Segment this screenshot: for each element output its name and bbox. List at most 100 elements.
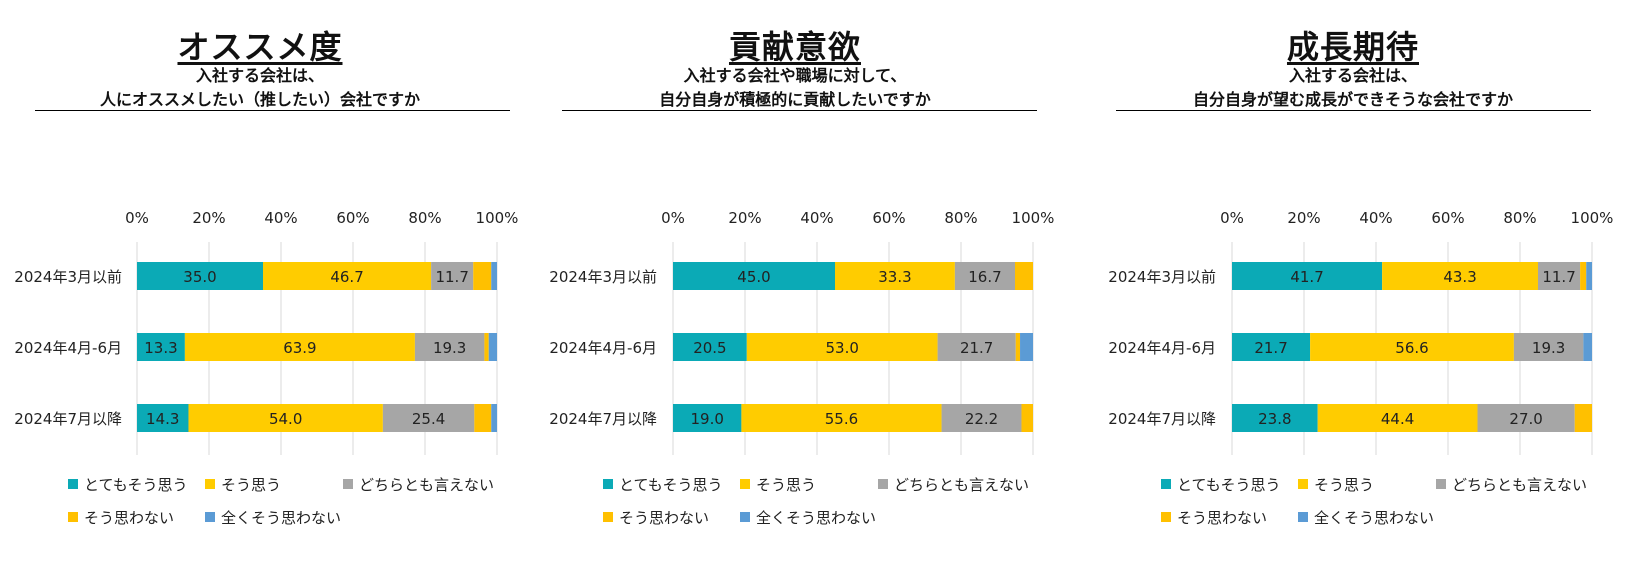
legend-swatch-2-2 xyxy=(878,479,888,489)
data-label-1-1-1: 63.9 xyxy=(283,339,316,357)
x-tick-label-1-2: 40% xyxy=(264,209,297,227)
legend-label-3-0: とてもそう思う xyxy=(1177,476,1281,494)
data-label-1-2-0: 14.3 xyxy=(146,410,179,428)
legend-swatch-1-4 xyxy=(205,512,215,522)
bar-2-1-2 xyxy=(937,333,1016,361)
bar-3-1-4 xyxy=(1583,333,1592,361)
data-label-3-2-1: 44.4 xyxy=(1381,410,1414,428)
x-tick-label-2-4: 80% xyxy=(944,209,977,227)
legend-swatch-1-0 xyxy=(68,479,78,489)
panel-2-subtitle-line-2: 自分自身が積極的に貢献したいですか xyxy=(659,90,931,109)
data-label-1-1-0: 13.3 xyxy=(144,339,177,357)
bar-3-2-2 xyxy=(1477,404,1575,432)
panel-2-title-rule xyxy=(562,110,1037,111)
data-label-1-0-1: 46.7 xyxy=(330,268,363,286)
bar-1-0-4 xyxy=(491,262,497,290)
legend-label-2-1: そう思う xyxy=(756,476,816,494)
data-label-3-2-0: 23.8 xyxy=(1258,410,1291,428)
legend-label-2-0: とてもそう思う xyxy=(619,476,723,494)
category-label-1-2: 2024年7月以降 xyxy=(14,410,122,428)
bar-3-1-2 xyxy=(1513,333,1584,361)
bar-3-0-2 xyxy=(1538,262,1581,290)
data-label-2-0-2: 16.7 xyxy=(968,268,1001,286)
x-tick-label-1-0: 0% xyxy=(125,209,149,227)
x-tick-label-2-1: 20% xyxy=(728,209,761,227)
category-label-1-1: 2024年4月-6月 xyxy=(14,339,122,357)
bar-2-1-3 xyxy=(1015,333,1021,361)
bar-1-0-3 xyxy=(473,262,492,290)
category-label-1-0: 2024年3月以前 xyxy=(14,268,122,286)
bar-3-2-3 xyxy=(1574,404,1592,432)
legend-swatch-3-1 xyxy=(1298,479,1308,489)
data-label-2-1-2: 21.7 xyxy=(960,339,993,357)
bar-2-0-3 xyxy=(1015,262,1033,290)
x-tick-label-3-2: 40% xyxy=(1359,209,1392,227)
data-label-3-1-0: 21.7 xyxy=(1254,339,1287,357)
data-label-3-1-1: 56.6 xyxy=(1395,339,1428,357)
bar-2-0-0 xyxy=(673,262,835,290)
category-label-3-0: 2024年3月以前 xyxy=(1108,268,1216,286)
panel-3-subtitle-line-1: 入社する会社は、 xyxy=(1288,66,1417,85)
data-label-2-1-0: 20.5 xyxy=(693,339,726,357)
bar-2-1-0 xyxy=(673,333,747,361)
data-label-1-1-2: 19.3 xyxy=(433,339,466,357)
data-label-2-2-0: 19.0 xyxy=(690,410,723,428)
panel-1-title-rule xyxy=(35,110,510,111)
bar-1-1-2 xyxy=(414,333,485,361)
x-tick-label-1-4: 80% xyxy=(408,209,441,227)
bar-1-2-0 xyxy=(137,404,189,432)
panel-3-title-rule xyxy=(1116,110,1591,111)
x-tick-label-2-5: 100% xyxy=(1012,209,1055,227)
category-label-2-1: 2024年4月-6月 xyxy=(549,339,657,357)
bar-1-2-1 xyxy=(188,404,383,432)
data-label-2-0-1: 33.3 xyxy=(878,268,911,286)
data-label-2-0-0: 45.0 xyxy=(737,268,770,286)
bar-2-2-0 xyxy=(673,404,742,432)
legend-swatch-3-4 xyxy=(1298,512,1308,522)
data-label-3-0-0: 41.7 xyxy=(1290,268,1323,286)
legend-label-1-0: とてもそう思う xyxy=(84,476,188,494)
data-label-3-1-2: 19.3 xyxy=(1532,339,1565,357)
legend-swatch-2-3 xyxy=(603,512,613,522)
legend-label-3-1: そう思う xyxy=(1314,476,1374,494)
legend-label-2-3: そう思わない xyxy=(619,509,709,527)
data-label-3-0-1: 43.3 xyxy=(1443,268,1476,286)
x-tick-label-2-2: 40% xyxy=(800,209,833,227)
legend-label-3-2: どちらとも言えない xyxy=(1452,476,1587,494)
data-label-2-2-1: 55.6 xyxy=(825,410,858,428)
x-tick-label-2-3: 60% xyxy=(872,209,905,227)
data-label-2-2-2: 22.2 xyxy=(965,410,998,428)
bar-3-0-1 xyxy=(1382,262,1538,290)
bar-1-1-4 xyxy=(488,333,497,361)
legend-swatch-1-3 xyxy=(68,512,78,522)
bar-1-1-0 xyxy=(137,333,185,361)
legend-swatch-3-3 xyxy=(1161,512,1171,522)
bar-1-0-2 xyxy=(431,262,474,290)
legend-swatch-3-0 xyxy=(1161,479,1171,489)
x-tick-label-2-0: 0% xyxy=(661,209,685,227)
panel-1-subtitle-line-2: 人にオススメしたい（推したい）会社ですか xyxy=(99,90,420,109)
bar-2-2-2 xyxy=(941,404,1022,432)
bar-1-0-1 xyxy=(263,262,432,290)
bar-2-0-1 xyxy=(835,262,955,290)
data-label-3-2-2: 27.0 xyxy=(1509,410,1542,428)
data-label-1-2-1: 54.0 xyxy=(269,410,302,428)
bar-1-2-3 xyxy=(474,404,492,432)
panel-1-title: オススメ度 xyxy=(177,28,343,66)
bar-2-0-2 xyxy=(954,262,1015,290)
data-label-2-1-1: 53.0 xyxy=(825,339,858,357)
bar-3-2-1 xyxy=(1317,404,1478,432)
bar-1-2-4 xyxy=(491,404,497,432)
panel-3-title: 成長期待 xyxy=(1286,28,1419,66)
legend-swatch-1-2 xyxy=(343,479,353,489)
bar-3-2-0 xyxy=(1232,404,1318,432)
bar-2-2-3 xyxy=(1021,404,1033,432)
legend-label-2-2: どちらとも言えない xyxy=(894,476,1029,494)
legend-swatch-2-0 xyxy=(603,479,613,489)
bar-3-0-3 xyxy=(1580,262,1587,290)
x-tick-label-3-3: 60% xyxy=(1431,209,1464,227)
x-tick-label-1-1: 20% xyxy=(192,209,225,227)
bar-1-0-0 xyxy=(137,262,263,290)
